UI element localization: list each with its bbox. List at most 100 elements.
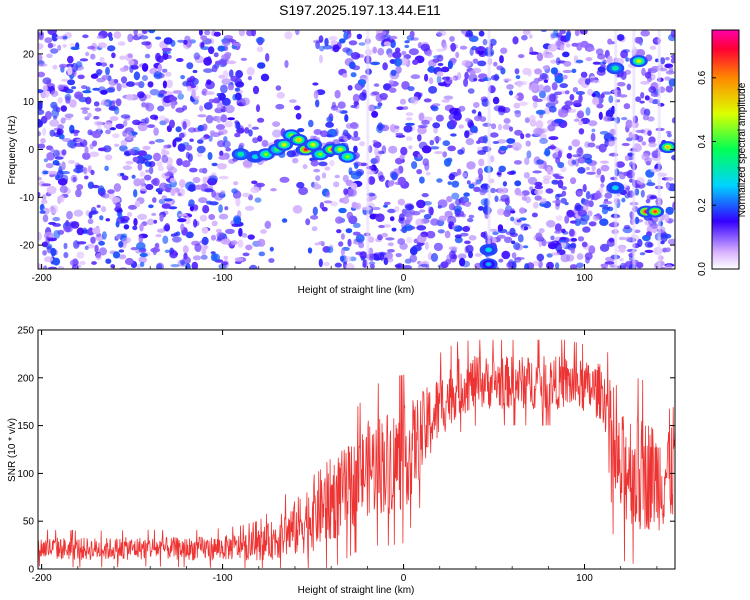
noise-speckle [324,166,331,171]
snr-y-ticks: 0 50 100 150 200 250 [17,326,675,576]
snr-y-label: SNR (10 * v/v) [7,418,18,482]
noise-speckle [157,64,163,72]
noise-speckle [599,130,609,135]
noise-speckle [142,158,149,165]
noise-speckle [201,167,208,174]
noise-speckle [600,93,605,99]
noise-speckle [508,126,514,132]
noise-speckle [607,38,613,45]
noise-speckle [227,38,235,43]
noise-speckle [163,224,171,232]
noise-speckle [333,181,340,188]
noise-speckle [127,33,134,43]
noise-speckle [464,240,471,245]
noise-speckle [419,209,426,213]
noise-speckle [464,71,469,80]
noise-speckle [477,150,487,155]
noise-speckle [647,179,652,184]
noise-speckle [120,173,125,177]
noise-speckle [295,113,302,120]
noise-speckle [454,236,463,244]
noise-speckle [534,185,543,190]
noise-speckle [670,58,675,64]
noise-speckle [75,61,83,68]
spectrogram-feature [238,152,243,156]
noise-speckle [469,47,474,56]
noise-speckle [328,36,338,41]
noise-speckle [38,191,41,198]
noise-speckle [87,45,96,50]
noise-speckle [161,154,169,164]
noise-speckle [70,221,80,229]
noise-speckle [41,90,50,98]
noise-speckle [554,223,562,233]
noise-speckle [92,87,100,91]
noise-speckle [320,130,329,138]
noise-speckle [601,91,612,95]
noise-speckle [312,206,318,216]
noise-speckle [555,215,563,221]
noise-speckle [665,130,672,134]
noise-speckle [338,241,344,247]
noise-speckle [670,54,675,59]
noise-speckle [137,150,147,157]
noise-speckle [225,147,232,152]
noise-speckle [121,175,129,181]
noise-speckle [626,137,633,142]
noise-speckle [522,245,529,249]
noise-speckle [433,242,443,252]
noise-speckle [543,85,551,93]
noise-speckle [597,66,606,73]
noise-speckle [62,44,67,48]
noise-speckle [350,72,357,78]
noise-speckle [47,171,57,175]
noise-speckle [50,48,59,54]
noise-speckle [577,236,585,242]
noise-speckle [180,223,185,231]
noise-speckle [189,75,196,83]
noise-speckle [61,149,67,156]
noise-speckle [536,159,544,165]
noise-speckle [205,114,214,124]
noise-speckle [310,215,319,220]
noise-speckle [125,81,136,87]
noise-speckle [211,98,221,104]
snr-x-label: Height of straight line (km) [298,585,415,596]
noise-speckle [478,30,485,37]
noise-speckle [356,33,363,40]
noise-speckle [256,182,265,188]
noise-speckle [380,97,387,101]
noise-speckle [209,130,216,136]
noise-speckle [84,175,89,180]
noise-speckle [539,198,547,204]
noise-speckle [544,79,548,83]
noise-speckle [233,181,239,186]
noise-speckle [447,181,452,186]
noise-speckle [182,245,189,254]
noise-speckle [389,124,400,133]
noise-speckle [511,142,522,151]
noise-speckle [132,156,139,163]
noise-speckle [228,84,234,91]
noise-speckle [449,107,459,115]
noise-speckle [457,253,467,260]
noise-speckle [265,53,270,62]
noise-speckle [61,78,69,82]
noise-speckle [621,197,626,203]
noise-speckle [561,190,567,197]
noise-speckle [334,262,342,268]
noise-speckle [635,49,646,57]
noise-speckle [490,155,495,163]
noise-speckle [40,138,46,144]
noise-speckle [504,197,510,206]
noise-speckle [169,250,178,259]
noise-speckle [155,36,162,40]
noise-speckle [347,188,354,197]
noise-speckle [581,241,588,248]
noise-speckle [668,78,675,87]
noise-speckle [417,124,428,129]
noise-speckle [555,32,563,38]
noise-speckle [524,263,530,269]
noise-speckle [547,242,558,250]
noise-speckle [150,247,161,253]
